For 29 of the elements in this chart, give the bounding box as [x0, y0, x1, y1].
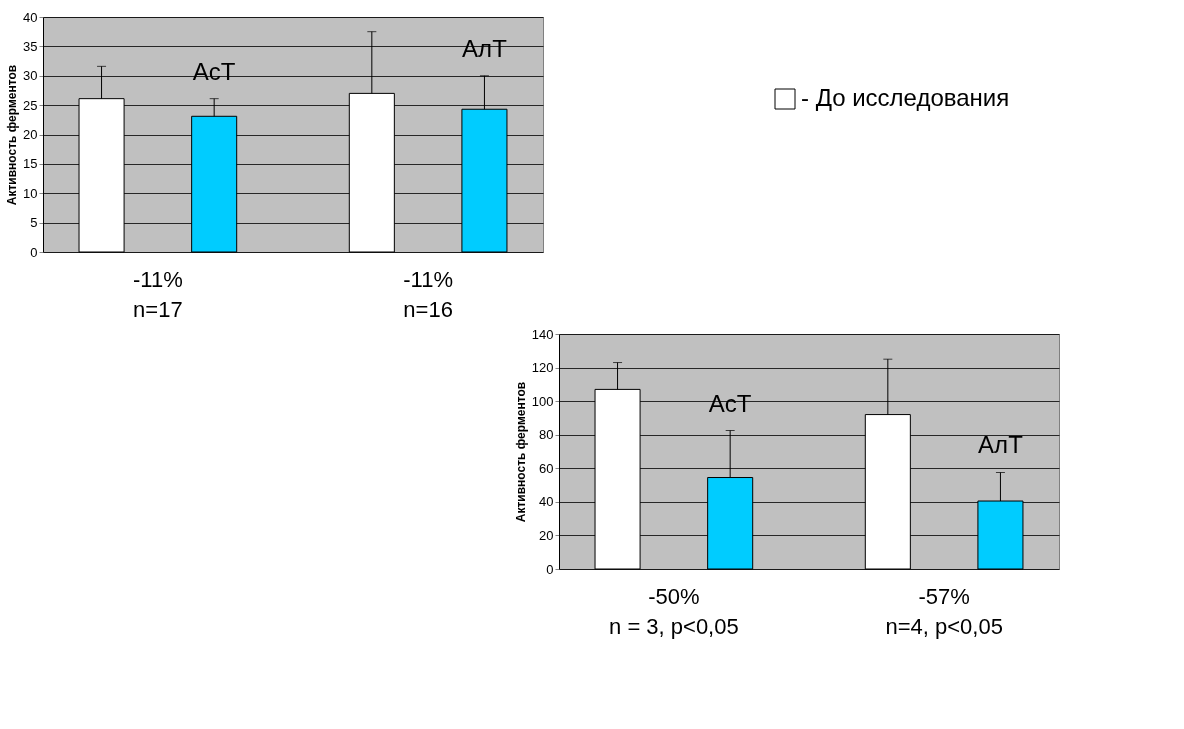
y-tick-label: 140 [531, 326, 554, 342]
y-tick-label: 25 [23, 97, 38, 113]
y-axis-title: Активность ферментов [513, 381, 528, 523]
text: -11% [133, 267, 183, 292]
y-tick-label: 100 [531, 393, 554, 409]
y-tick-label: 60 [539, 460, 554, 476]
y-tick-label: 20 [539, 527, 554, 543]
text: -57% [918, 584, 970, 609]
y-tick-label: 20 [23, 127, 38, 142]
text: n=4, p<0,05 [885, 614, 1003, 639]
y-tick-label: 5 [30, 215, 38, 231]
text: n=17 [133, 297, 183, 322]
text: n = 3, p<0,05 [609, 614, 739, 639]
y-tick-label: 0 [546, 561, 554, 577]
y-tick-label: 120 [531, 360, 554, 376]
text: -11% [403, 267, 453, 292]
y-tick-label: 40 [23, 9, 38, 25]
y-axis-title: Активность ферментов [5, 64, 20, 206]
text: -50% [648, 584, 700, 609]
y-tick-label: 80 [539, 427, 554, 443]
text: n=16 [403, 297, 453, 322]
y-tick-label: 40 [539, 494, 554, 510]
y-tick-label: 10 [23, 185, 38, 201]
y-tick-label: 0 [30, 244, 38, 260]
y-tick-label: 30 [23, 68, 38, 84]
legend-label: - До исследования [801, 84, 1010, 111]
y-tick-label: 35 [23, 38, 38, 54]
annotation: АлТ [978, 431, 1024, 459]
y-tick-label: 15 [23, 156, 38, 172]
